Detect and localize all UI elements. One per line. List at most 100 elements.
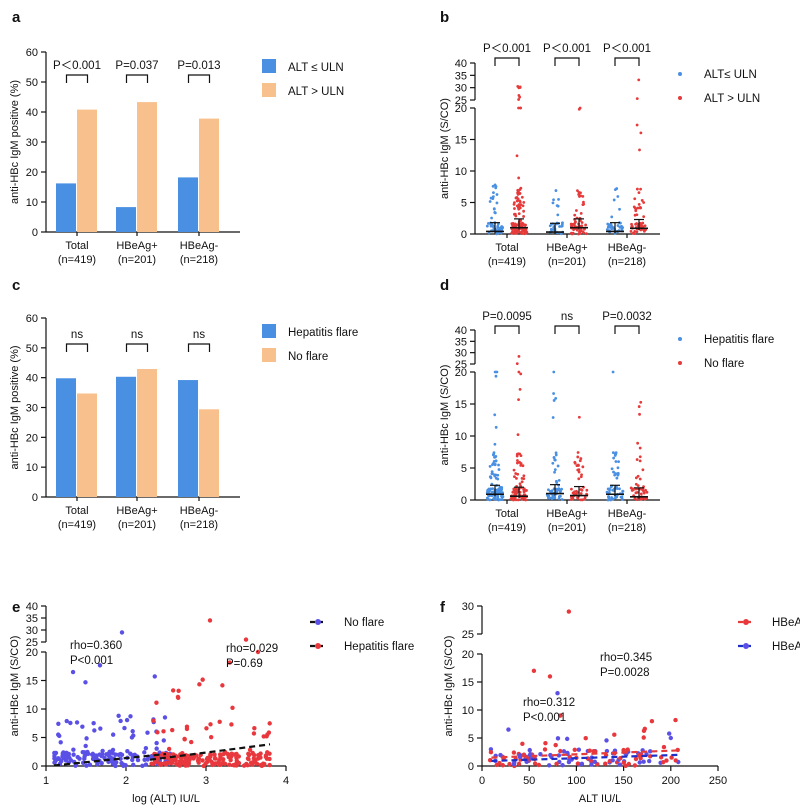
point-d-0-0 [500,494,503,498]
y-tick-label-f: 10 [462,705,474,717]
point-b-1-0 [554,189,558,192]
point-e-noflare [123,762,128,768]
y-tick-label-c: 60 [26,313,38,325]
point-f-hbeag-pos [511,750,517,755]
point-d-0-0 [494,454,498,458]
point-b-1-1 [574,220,577,224]
point-f-outlier [555,691,560,696]
bar-a-1-0 [116,207,136,232]
point-d-2-0 [618,487,621,491]
point-e-flare [191,755,196,761]
point-e-noflare [84,763,89,768]
y-axis-label-a: anti-HBc IgM positive (%) [9,80,21,204]
point-f-hbeag-pos [488,749,494,755]
point-d-2-1 [635,490,639,494]
point-e-flare [182,736,187,742]
point-e-noflare [91,720,96,726]
point-b-2-1 [637,203,641,206]
point-b-0-0 [493,211,497,214]
y-tick-label-c: 40 [26,373,38,385]
point-b-0-1 [517,106,520,110]
point-f-hbeag-neg [555,736,561,741]
point-b-0-1 [517,98,521,101]
point-b-0-1 [517,212,521,216]
point-e-noflare [124,717,130,723]
legend-swatch-a-1 [262,83,276,97]
point-b-1-0 [560,222,564,226]
point-f-outlier [668,735,673,741]
bracket-d-2 [614,325,640,334]
point-d-2-1 [638,477,642,481]
point-e-flare [251,756,257,761]
point-d-2-0 [606,498,610,502]
point-d-1-0 [552,495,555,499]
point-d-2-0 [614,460,618,463]
p-e-0: P<0.001 [70,655,113,667]
point-f-hbeag-pos [641,728,647,734]
point-d-0-1 [518,482,522,486]
point-e-flare [232,763,237,768]
point-d-0-0 [497,463,500,467]
panel-letter-e: e [12,599,20,616]
point-e-flare [154,700,159,705]
point-d-2-1 [630,489,634,492]
point-d-2-1 [638,446,642,450]
legend-label-c-1: No flare [288,351,328,363]
point-e-flare [255,649,261,655]
point-d-2-0 [611,451,615,455]
y-tick-label-f: 20 [462,649,474,661]
point-b-0-1 [514,224,518,227]
point-e-flare [179,758,184,763]
point-b-1-1 [580,221,584,224]
point-b-0-0 [492,207,496,211]
x-tick-label-c: Total [65,505,88,517]
bracket-c-0 [65,343,89,352]
point-d-0-1 [514,472,518,475]
point-d-1-0 [558,490,562,493]
point-d-0-1 [522,496,525,500]
point-b-0-1 [515,154,519,158]
point-d-2-0 [620,497,624,501]
point-b-0-1 [522,215,525,218]
point-d-2-1 [636,484,640,488]
point-e-flare [267,756,272,762]
point-f-hbeag-neg [589,762,594,767]
point-e-noflare [118,751,123,757]
point-d-1-0 [549,496,553,500]
y-tick-label-e: 35 [26,613,38,625]
bar-c-0-1 [77,393,97,497]
point-e-noflare [64,718,69,724]
point-b-0-1 [512,231,516,234]
point-b-0-1 [511,228,515,232]
rho-f-1: rho=0.312 [523,697,575,709]
x-tick-label-f: 0 [479,775,485,787]
point-b-0-0 [486,222,490,225]
legend-swatch-b-0 [678,72,682,76]
y-tick-label-b: 15 [455,135,467,147]
point-d-1-1 [576,497,580,500]
point-b-1-1 [569,222,573,226]
point-d-2-1 [634,476,638,480]
legend-dot-e-1 [315,643,321,649]
y-tick-label-a: 60 [26,47,38,59]
point-d-0-0 [497,468,501,471]
point-e-noflare [58,740,63,745]
point-b-0-0 [496,224,500,228]
point-d-2-1 [642,490,646,493]
point-d-1-0 [554,396,558,400]
point-e-noflare [56,732,61,737]
y-tick-label-d: 20 [455,367,467,379]
point-e-noflare [162,715,168,720]
point-e-flare [162,761,167,766]
point-b-0-0 [495,232,499,236]
point-e-flare [246,756,251,762]
point-e-noflare [95,761,100,767]
point-e-noflare [154,740,159,746]
point-f-hbeag-pos [626,761,632,767]
x-tick-label-d: HBeAg- [608,508,647,520]
point-b-1-1 [581,195,585,198]
point-b-2-0 [616,195,620,198]
point-e-flare [168,761,173,766]
point-d-0-1 [519,372,523,376]
point-e-flare [245,762,250,768]
